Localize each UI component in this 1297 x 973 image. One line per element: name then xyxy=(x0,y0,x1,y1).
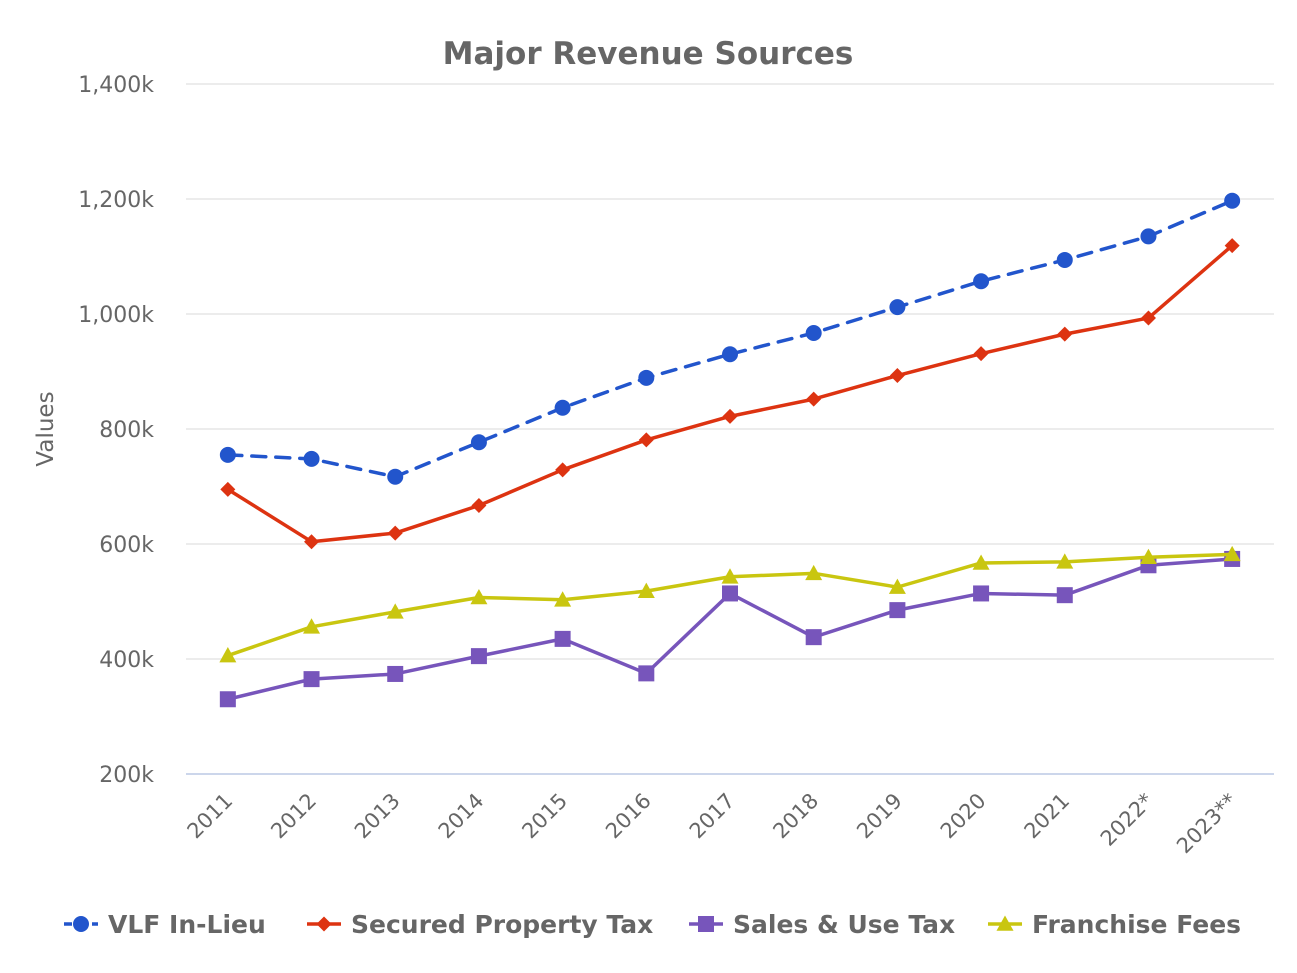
data-point xyxy=(219,647,237,663)
data-point xyxy=(1224,238,1240,254)
data-point xyxy=(638,432,654,448)
data-point xyxy=(805,324,822,341)
legend-item[interactable]: Secured Property Tax xyxy=(307,910,653,939)
legend-item[interactable]: Sales & Use Tax xyxy=(689,910,955,939)
data-point xyxy=(722,346,738,363)
legend-label: Secured Property Tax xyxy=(351,910,653,939)
data-point xyxy=(1223,545,1241,562)
series-sales-use-tax xyxy=(219,550,1241,708)
data-point xyxy=(1139,548,1157,565)
legend-label: VLF In-Lieu xyxy=(108,910,266,939)
x-tick-label: 2011 xyxy=(183,789,238,844)
data-point xyxy=(1057,326,1073,342)
data-point xyxy=(973,346,989,362)
data-point xyxy=(554,591,572,607)
data-point xyxy=(470,588,488,605)
x-axis-ticks: 2011 2012 2013 2014 2015 2016 2017 2018 2019 2020… xyxy=(183,789,1242,859)
data-point xyxy=(973,273,990,290)
data-point xyxy=(637,582,655,598)
legend-item[interactable]: VLF In-Lieu xyxy=(64,910,266,939)
data-point xyxy=(470,434,487,451)
y-tick-label: 800k xyxy=(99,418,154,443)
series-vlf-in-lieu xyxy=(219,192,1241,485)
data-point xyxy=(721,568,739,584)
data-point xyxy=(805,629,822,646)
legend-marker xyxy=(316,916,332,932)
x-tick-label: 2022* xyxy=(1096,789,1158,851)
y-axis-label: Values xyxy=(33,391,59,466)
chart-title: Major Revenue Sources xyxy=(443,36,854,72)
data-point xyxy=(806,391,822,407)
data-point xyxy=(554,630,571,647)
data-point xyxy=(973,585,990,602)
data-point xyxy=(386,603,404,619)
legend: VLF In-Lieu Secured Property Tax Sales & U… xyxy=(64,910,1241,939)
data-point xyxy=(555,462,571,478)
data-point xyxy=(303,450,320,467)
legend-label: Sales & Use Tax xyxy=(733,910,955,939)
data-point xyxy=(471,497,487,513)
data-point xyxy=(554,399,571,416)
y-tick-label: 600k xyxy=(99,533,154,558)
data-point xyxy=(387,468,404,485)
data-point xyxy=(722,408,738,424)
data-point xyxy=(1056,587,1073,604)
x-tick-label: 2015 xyxy=(517,789,572,844)
legend-marker xyxy=(73,916,89,932)
data-point xyxy=(470,648,487,665)
data-point xyxy=(303,671,320,688)
x-tick-label: 2023** xyxy=(1172,789,1242,859)
x-tick-label: 2012 xyxy=(266,789,321,844)
x-tick-label: 2017 xyxy=(685,789,740,844)
x-tick-label: 2020 xyxy=(936,789,991,844)
data-point xyxy=(638,665,655,682)
data-point xyxy=(219,446,236,463)
data-point xyxy=(1056,553,1074,569)
y-tick-label: 1,400k xyxy=(78,73,154,98)
data-point xyxy=(1140,310,1156,326)
series-line xyxy=(226,198,1234,479)
data-point xyxy=(972,554,990,570)
legend-item[interactable]: Franchise Fees xyxy=(988,910,1241,939)
data-point xyxy=(722,585,738,602)
y-tick-label: 1,000k xyxy=(78,303,154,328)
series-line xyxy=(226,243,1234,544)
legend-marker xyxy=(996,915,1014,931)
data-point xyxy=(889,368,905,384)
x-tick-label: 2019 xyxy=(852,789,907,844)
data-point xyxy=(303,618,321,634)
data-point xyxy=(219,691,236,708)
x-tick-label: 2021 xyxy=(1020,789,1075,844)
data-point xyxy=(1224,192,1241,209)
data-point xyxy=(1140,228,1157,245)
data-point xyxy=(638,369,655,386)
series-secured-property-tax xyxy=(220,238,1240,550)
legend-label: Franchise Fees xyxy=(1032,910,1241,939)
data-point xyxy=(387,665,404,682)
x-tick-label: 2013 xyxy=(350,789,405,844)
data-point xyxy=(1056,251,1073,268)
x-tick-label: 2016 xyxy=(601,789,656,844)
series-group xyxy=(219,192,1241,708)
gridlines xyxy=(186,83,1274,775)
data-point xyxy=(220,481,236,497)
x-tick-label: 2014 xyxy=(434,789,489,844)
data-point xyxy=(304,534,320,550)
data-point xyxy=(888,578,906,594)
y-tick-label: 400k xyxy=(99,648,154,673)
x-tick-label: 2018 xyxy=(768,789,823,844)
data-point xyxy=(889,299,906,316)
data-point xyxy=(889,602,906,619)
legend-marker xyxy=(698,916,714,932)
y-tick-label: 200k xyxy=(99,763,154,788)
data-point xyxy=(387,525,403,541)
y-tick-label: 1,200k xyxy=(78,188,154,213)
series-franchise-fees xyxy=(219,545,1241,663)
y-axis-ticks: 200k 400k 600k 800k 1,000k 1,200k 1,400k xyxy=(78,73,154,788)
data-point xyxy=(805,564,823,581)
